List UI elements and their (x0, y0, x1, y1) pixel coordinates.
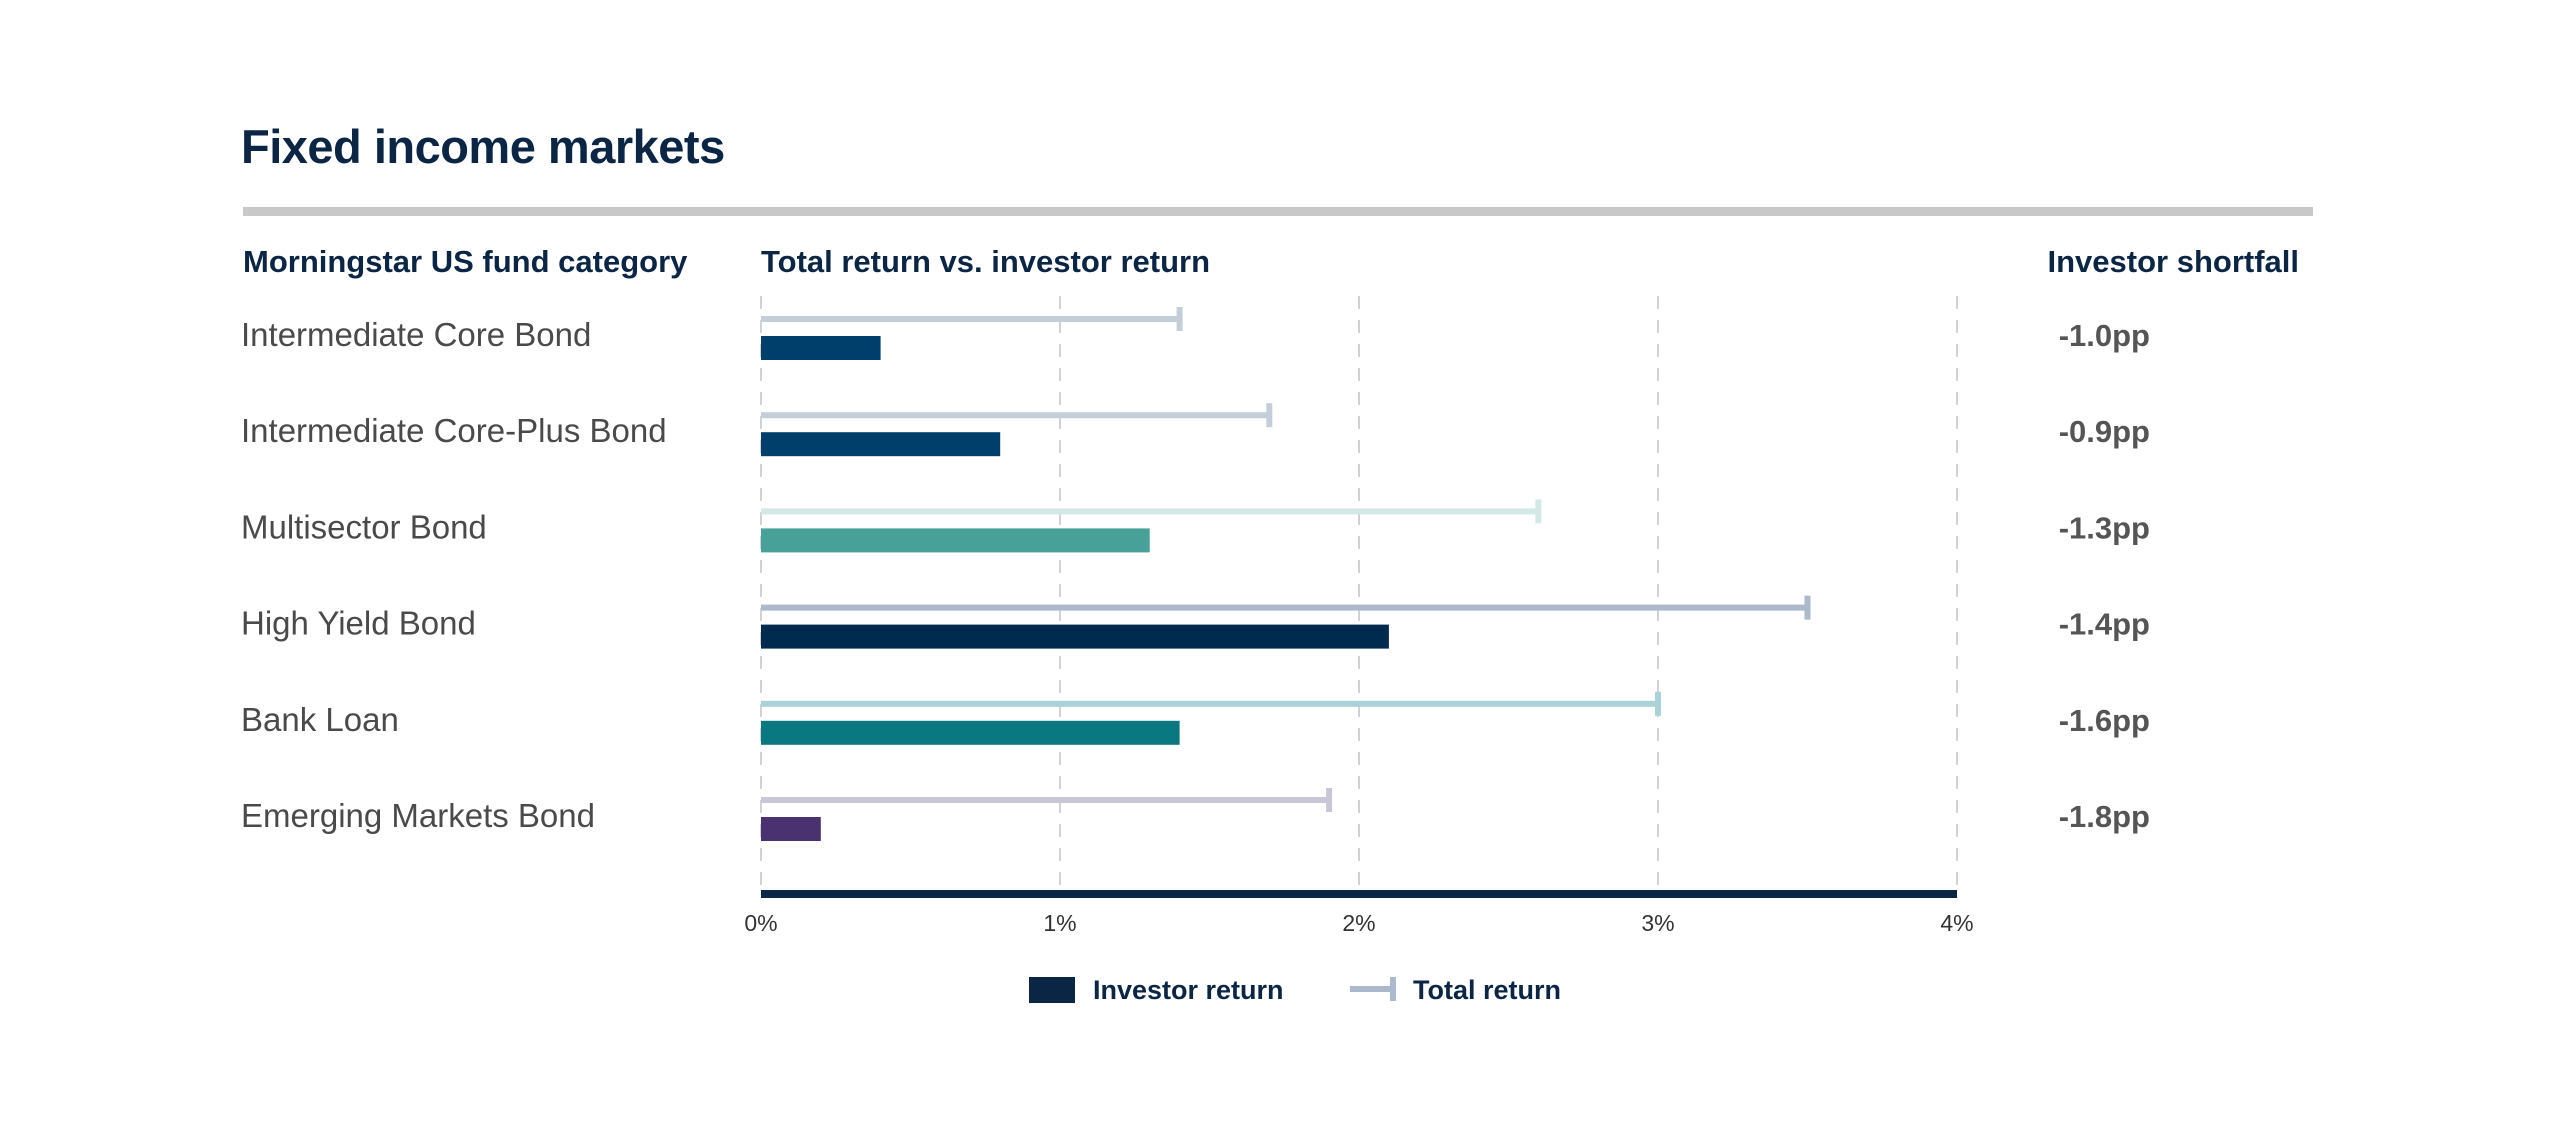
category-label: Bank Loan (241, 701, 399, 738)
x-axis-line (761, 890, 1957, 898)
x-tick-label: 0% (744, 910, 777, 936)
title-rule (243, 207, 2313, 216)
investor-return-bar (761, 528, 1150, 553)
shortfall-value: -0.9pp (2059, 414, 2150, 449)
shortfall-value: -1.4pp (2059, 607, 2150, 642)
total-return-cap (1326, 788, 1333, 812)
legend-total-line (1350, 986, 1394, 992)
total-return-cap (1266, 403, 1273, 428)
legend-investor-swatch (1029, 977, 1075, 1003)
x-tick-label: 2% (1342, 910, 1375, 936)
category-label: Intermediate Core-Plus Bond (241, 412, 667, 449)
category-label: Multisector Bond (241, 508, 487, 545)
total-return-line (761, 604, 1808, 611)
x-tick-label: 3% (1641, 910, 1674, 936)
total-return-line (761, 316, 1180, 322)
total-return-line (761, 412, 1270, 419)
total-return-cap (1804, 595, 1811, 620)
total-return-line (761, 700, 1658, 707)
total-return-cap (1535, 499, 1542, 524)
chart-column-header: Total return vs. investor return (761, 244, 1210, 279)
category-label: Intermediate Core Bond (241, 316, 591, 353)
total-return-cap (1655, 691, 1661, 716)
x-tick-label: 4% (1940, 910, 1973, 936)
investor-return-bar (761, 720, 1180, 745)
investor-return-bar (761, 432, 1001, 457)
total-return-line (761, 797, 1330, 803)
legend-total-cap (1390, 977, 1396, 1001)
legend: Investor return Total return (1029, 975, 1561, 1005)
investor-return-bar (761, 336, 881, 360)
shortfall-value: -1.8pp (2059, 799, 2150, 834)
x-tick-label: 1% (1043, 910, 1076, 936)
chart-title: Fixed income markets (241, 120, 725, 173)
category-column-header: Morningstar US fund category (243, 244, 688, 279)
shortfall-column-header: Investor shortfall (2048, 244, 2300, 279)
legend-total-label: Total return (1413, 975, 1561, 1005)
shortfall-value: -1.3pp (2059, 510, 2150, 545)
chart-rows: Intermediate Core Bond -1.0pp Intermediate… (241, 307, 2150, 841)
total-return-cap (1176, 307, 1183, 331)
category-label: High Yield Bond (241, 605, 476, 642)
investor-return-bar (761, 624, 1389, 649)
gridlines (760, 296, 1958, 890)
x-axis: 0% 1% 2% 3% 4% (744, 890, 1974, 936)
shortfall-value: -1.6pp (2059, 703, 2150, 738)
investor-return-bar (761, 817, 821, 841)
shortfall-value: -1.0pp (2059, 318, 2150, 353)
legend-investor-label: Investor return (1093, 975, 1284, 1005)
category-label: Emerging Markets Bond (241, 797, 595, 834)
total-return-line (761, 508, 1539, 515)
